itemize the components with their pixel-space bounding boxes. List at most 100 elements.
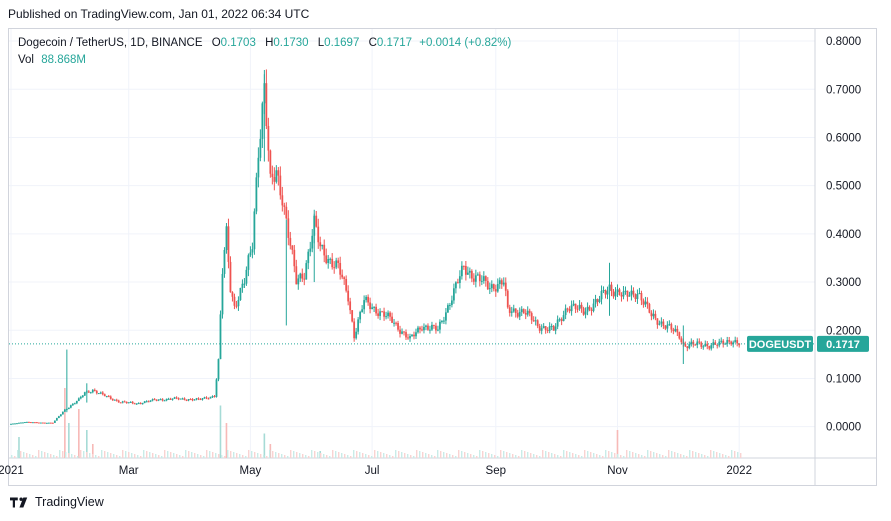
candle-body bbox=[139, 403, 142, 405]
candle-body bbox=[371, 307, 373, 310]
y-tick-label: 0.4000 bbox=[826, 229, 861, 241]
volume-bar bbox=[335, 451, 337, 458]
volume-bar bbox=[683, 455, 685, 458]
candle-body bbox=[580, 304, 583, 309]
volume-bar bbox=[170, 452, 172, 458]
volume-bar bbox=[225, 423, 228, 458]
candle-body bbox=[506, 290, 509, 308]
volume-bar bbox=[725, 455, 727, 458]
candle-body bbox=[40, 422, 42, 424]
candle-body bbox=[213, 396, 216, 398]
candle-body bbox=[14, 423, 16, 425]
candle-body bbox=[650, 312, 653, 317]
volume-bar bbox=[329, 456, 331, 458]
candle-body bbox=[512, 308, 515, 312]
y-tick-label: 0.5000 bbox=[826, 181, 861, 193]
volume-bar bbox=[350, 456, 352, 458]
candle-body bbox=[16, 423, 18, 425]
candle-body bbox=[660, 321, 663, 324]
candle-body bbox=[592, 303, 595, 311]
candle-body bbox=[347, 290, 350, 302]
candle-body bbox=[419, 327, 421, 330]
candle-body bbox=[351, 310, 354, 322]
candle-body bbox=[393, 322, 395, 324]
volume-bar bbox=[572, 453, 574, 458]
candle-body bbox=[101, 392, 104, 395]
volume-bar bbox=[224, 456, 226, 458]
candle-body bbox=[151, 399, 154, 401]
candle-body bbox=[542, 326, 545, 329]
volume-bar bbox=[434, 456, 436, 458]
volume-bar bbox=[689, 450, 691, 458]
candle-body bbox=[480, 280, 483, 282]
volume-bar bbox=[395, 450, 397, 458]
x-tick-label: Jul bbox=[365, 465, 380, 477]
candle-body bbox=[732, 342, 735, 345]
candle-body bbox=[63, 409, 66, 412]
candle-body bbox=[532, 320, 535, 322]
candle-body bbox=[323, 244, 326, 256]
candle-body bbox=[413, 334, 415, 337]
volume-bar bbox=[407, 454, 409, 458]
volume-bar bbox=[581, 456, 583, 458]
volume-bar bbox=[362, 453, 364, 458]
y-tick-label: 0.7000 bbox=[826, 84, 861, 96]
candle-body bbox=[403, 331, 405, 333]
ohlc-row: Dogecoin / TetherUS, 1D, BINANCE O0.1703… bbox=[18, 35, 511, 52]
volume-bar bbox=[674, 452, 676, 458]
candle-body bbox=[678, 332, 681, 339]
volume-bar bbox=[80, 450, 82, 458]
candle-body bbox=[389, 312, 391, 317]
candle-body bbox=[199, 399, 202, 401]
candle-body bbox=[161, 399, 164, 401]
volume-bar bbox=[446, 453, 448, 458]
candle-body bbox=[518, 312, 521, 317]
volume-bar bbox=[332, 450, 334, 458]
volume-bar bbox=[611, 452, 613, 458]
candle-body bbox=[38, 422, 40, 424]
candle-body bbox=[540, 328, 543, 331]
volume-bar bbox=[701, 454, 703, 458]
candle-body bbox=[548, 326, 551, 331]
candle-body bbox=[209, 396, 212, 399]
candle-body bbox=[237, 299, 240, 307]
candle-body bbox=[666, 324, 669, 329]
volume-bar bbox=[704, 455, 706, 458]
candle-body bbox=[578, 304, 581, 309]
volume-label: Vol bbox=[18, 54, 34, 66]
candle-body bbox=[159, 399, 162, 401]
volume-bar bbox=[359, 452, 361, 458]
chart-frame bbox=[8, 28, 877, 486]
candle-body bbox=[684, 343, 687, 347]
candle-body bbox=[690, 341, 693, 345]
candle-body bbox=[445, 312, 447, 321]
candle-body bbox=[730, 341, 733, 345]
x-tick-label: 2022 bbox=[726, 465, 752, 477]
volume-bar bbox=[533, 454, 535, 458]
candle-body bbox=[22, 422, 24, 424]
candle-body bbox=[91, 389, 94, 393]
candle-body bbox=[177, 398, 180, 400]
candle-body bbox=[387, 312, 389, 317]
volume-bar bbox=[290, 450, 292, 458]
candle-body bbox=[516, 313, 519, 317]
volume-bar bbox=[518, 456, 520, 458]
candle-body bbox=[648, 303, 651, 313]
volume-bar bbox=[416, 450, 418, 458]
candle-body bbox=[189, 399, 192, 401]
volume-bar bbox=[260, 454, 262, 458]
low-value: 0.1697 bbox=[324, 37, 360, 49]
volume-bar bbox=[272, 451, 274, 458]
candle-body bbox=[87, 391, 90, 393]
volume-bar bbox=[452, 455, 454, 458]
volume-bar bbox=[320, 453, 322, 458]
volume-bar bbox=[698, 453, 700, 458]
volume-bar bbox=[491, 454, 493, 458]
candle-body bbox=[586, 306, 589, 312]
candle-body bbox=[472, 278, 475, 282]
volume-bar bbox=[56, 456, 58, 458]
volume-bar bbox=[266, 456, 268, 458]
candle-body bbox=[500, 280, 503, 285]
candle-body bbox=[135, 403, 138, 405]
